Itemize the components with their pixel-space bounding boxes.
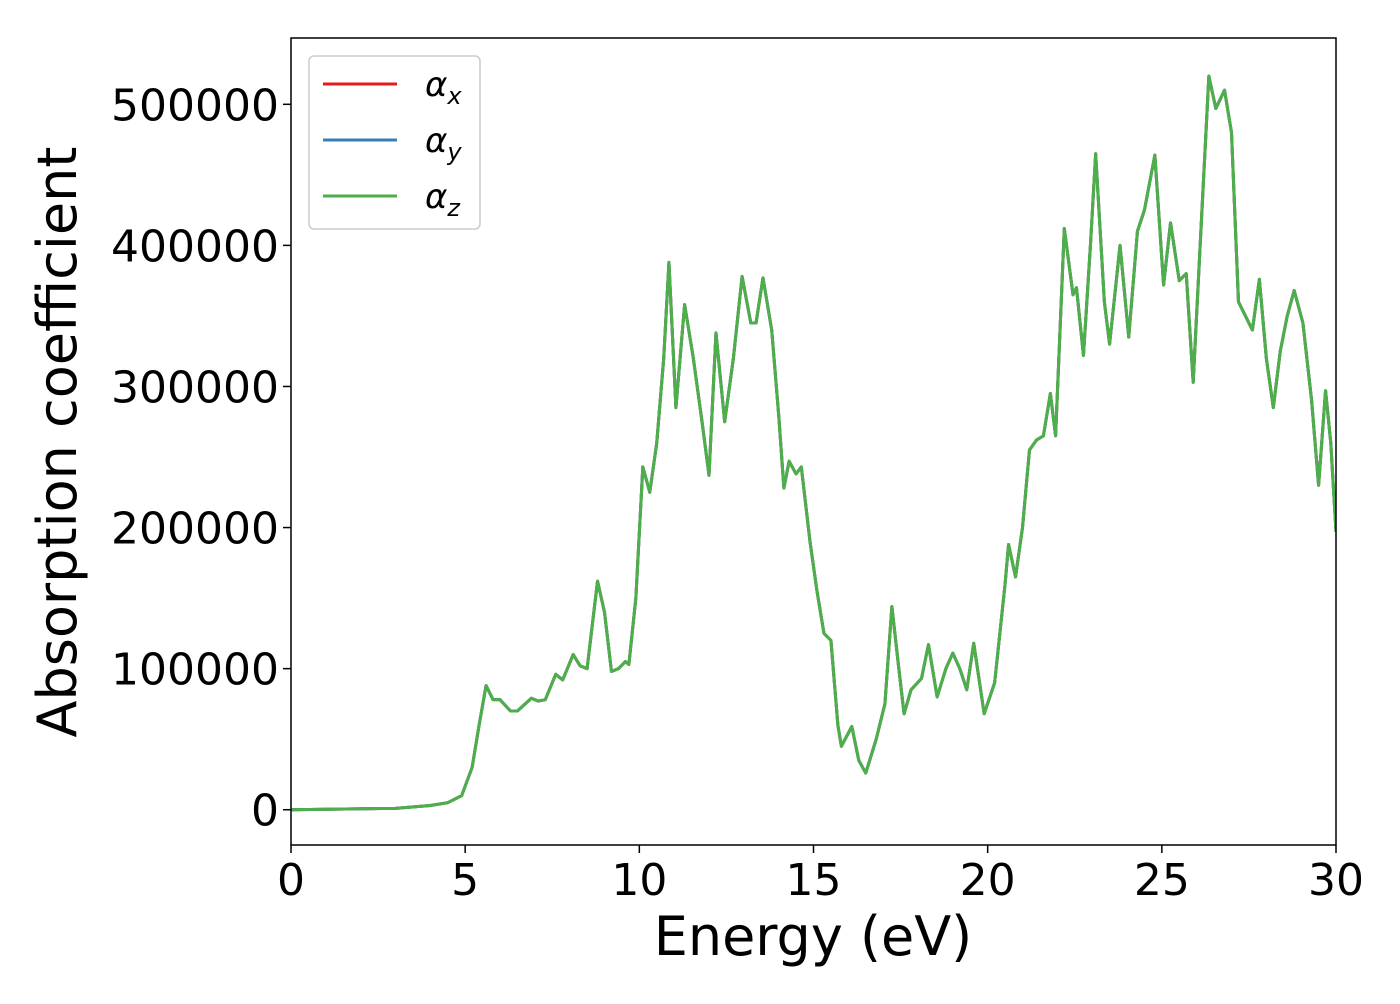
y-tick-label: 500000 — [111, 80, 279, 131]
series-line — [291, 74, 1336, 812]
y-tick-label: 0 — [251, 786, 279, 837]
x-tick-label: 0 — [277, 855, 305, 906]
x-tick-label: 15 — [786, 855, 842, 906]
legend: αx αy αz — [308, 55, 481, 230]
y-tick-label: 400000 — [111, 221, 279, 272]
x-tick-label: 10 — [611, 855, 667, 906]
legend-label: αy — [425, 121, 462, 166]
y-tick-label: 300000 — [111, 362, 279, 413]
legend-label: αx — [425, 65, 462, 110]
x-tick-label: 20 — [960, 855, 1016, 906]
legend-label: αz — [425, 177, 461, 222]
x-tick-label: 30 — [1308, 855, 1364, 906]
y-tick-label: 200000 — [111, 504, 279, 555]
legend-box — [308, 55, 481, 230]
x-tick-label: 5 — [451, 855, 479, 906]
x-axis-label: Energy (eV) — [654, 905, 973, 968]
plot-frame — [290, 37, 1337, 846]
y-tick-label: 100000 — [111, 645, 279, 696]
y-axis-label: Absorption coefficient — [26, 147, 89, 738]
x-tick-label: 25 — [1134, 855, 1190, 906]
